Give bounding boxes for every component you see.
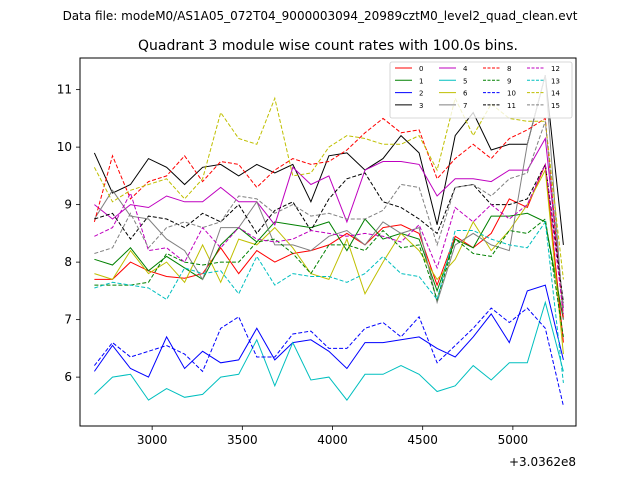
series-line-11 <box>94 162 564 303</box>
legend-label-1: 1 <box>419 77 423 85</box>
x-tick-label: 3000 <box>137 433 168 447</box>
series-line-0 <box>94 164 564 343</box>
series-line-12 <box>94 162 564 314</box>
legend-label-13: 13 <box>551 77 560 85</box>
series-line-7 <box>93 75 564 320</box>
figure-suptitle: Data file: modeM0/AS1A05_072T04_90000030… <box>63 9 578 23</box>
series-line-3 <box>93 75 564 245</box>
legend-label-0: 0 <box>419 65 423 73</box>
series-line-9 <box>94 218 564 337</box>
series-line-2 <box>93 284 564 378</box>
x-axis: 3000 3500 4000 4500 5000 <box>137 426 528 447</box>
series-line-10 <box>94 307 564 407</box>
x-tick-label: 3500 <box>227 433 258 447</box>
legend-label-14: 14 <box>551 90 560 98</box>
y-tick-label: 10 <box>57 140 72 154</box>
legend-label-3: 3 <box>419 102 423 110</box>
legend-label-11: 11 <box>507 102 516 110</box>
x-axis-offset-label: +3.0362e8 <box>509 455 576 469</box>
series-line-1 <box>94 212 564 320</box>
legend-label-9: 9 <box>507 77 511 85</box>
series-line-13 <box>94 220 564 383</box>
y-tick-label: 6 <box>64 370 72 384</box>
x-tick-label: 4500 <box>407 433 438 447</box>
legend-label-4: 4 <box>463 65 468 73</box>
legend-label-8: 8 <box>507 65 511 73</box>
legend-label-10: 10 <box>507 90 516 98</box>
series-line-8 <box>93 117 564 320</box>
legend-label-2: 2 <box>419 90 423 98</box>
y-tick-label: 8 <box>64 255 72 269</box>
legend-label-7: 7 <box>463 102 467 110</box>
series-line-5 <box>94 300 564 401</box>
chart-title: Quadrant 3 module wise count rates with … <box>138 38 518 54</box>
axes-frame <box>80 58 576 426</box>
legend-label-6: 6 <box>463 90 468 98</box>
series-line-4 <box>94 136 564 309</box>
legend-label-5: 5 <box>463 77 467 85</box>
y-tick-label: 7 <box>64 313 72 327</box>
series-line-14 <box>93 96 564 280</box>
legend-box <box>389 61 573 119</box>
legend-label-15: 15 <box>551 102 560 110</box>
x-tick-label: 5000 <box>498 433 529 447</box>
axes-border <box>79 57 577 427</box>
series-lines <box>93 75 564 407</box>
x-tick-label: 4000 <box>317 433 348 447</box>
y-tick-label: 9 <box>64 198 72 212</box>
y-tick-label: 11 <box>57 83 72 97</box>
series-line-15 <box>94 121 564 309</box>
y-axis: 6 7 8 9 10 11 <box>57 83 80 384</box>
legend-label-12: 12 <box>551 65 560 73</box>
